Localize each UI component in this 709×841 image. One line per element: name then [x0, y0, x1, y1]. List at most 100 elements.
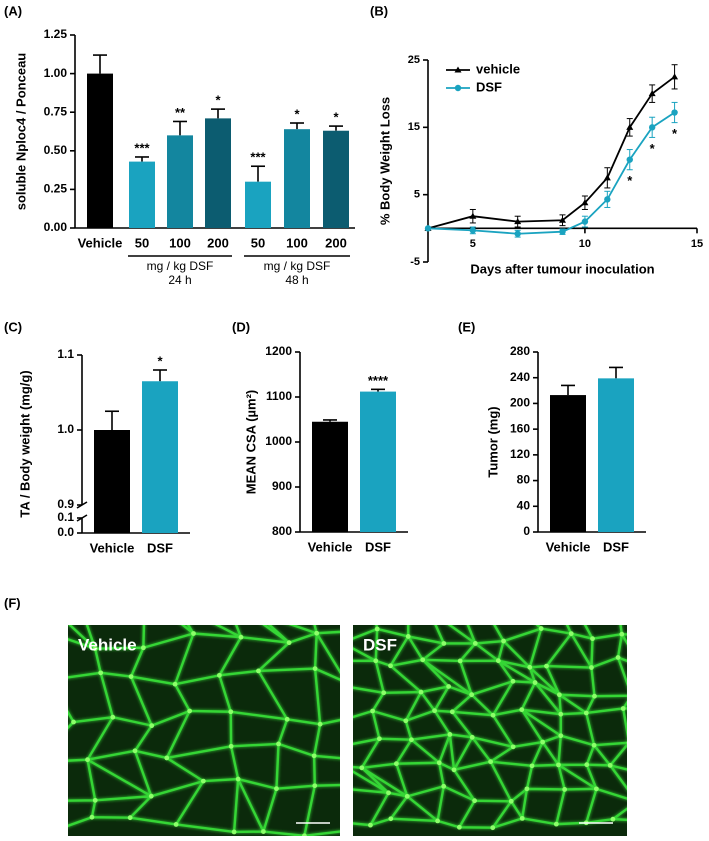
y-tick-label: 900 — [272, 479, 292, 493]
micrograph-background — [68, 625, 340, 836]
nucleus — [216, 672, 222, 678]
nucleus — [370, 601, 375, 606]
nucleus — [359, 765, 365, 771]
nucleus — [456, 824, 462, 830]
y-tick-label: 160 — [510, 421, 530, 435]
nucleus — [639, 664, 644, 669]
nucleus — [314, 630, 320, 636]
nucleus — [662, 793, 667, 798]
nucleus — [583, 710, 589, 716]
nucleus — [404, 793, 410, 799]
y-tick-label: 120 — [510, 447, 530, 461]
nucleus — [488, 759, 494, 765]
marker — [424, 225, 432, 232]
nucleus — [223, 595, 228, 600]
nucleus — [538, 626, 544, 631]
nucleus — [56, 634, 61, 639]
x-tick-label: 50 — [251, 235, 265, 250]
nucleus — [642, 771, 647, 776]
nucleus — [127, 815, 133, 821]
nucleus — [89, 814, 95, 820]
nucleus — [529, 763, 535, 769]
x-tick-label: 100 — [169, 235, 191, 250]
nucleus — [651, 680, 656, 685]
nucleus — [200, 778, 206, 784]
nucleus — [312, 783, 318, 789]
nucleus — [256, 668, 261, 674]
nucleus — [490, 825, 496, 831]
nucleus — [519, 815, 525, 821]
nucleus — [620, 706, 626, 711]
x-axis-title: Days after tumour inoculation — [470, 261, 654, 276]
nucleus — [553, 821, 559, 827]
group-sublabel: 48 h — [285, 273, 308, 287]
nucleus — [634, 799, 639, 804]
y-tick-label: 0.00 — [44, 220, 68, 234]
legend-label: vehicle — [476, 61, 520, 76]
nucleus — [589, 665, 594, 670]
x-tick-label: DSF — [365, 539, 391, 554]
panel-label: (B) — [370, 3, 388, 18]
nucleus — [238, 634, 244, 640]
nucleus — [388, 663, 393, 669]
nucleus — [368, 822, 373, 828]
x-tick-label: Vehicle — [546, 539, 591, 554]
nucleus — [629, 693, 634, 698]
nucleus — [140, 645, 146, 651]
marker — [604, 196, 611, 203]
nucleus — [340, 640, 345, 645]
nucleus — [435, 818, 441, 824]
nucleus — [47, 678, 52, 683]
nucleus — [191, 631, 196, 636]
nucleus — [607, 762, 613, 768]
line — [427, 76, 676, 230]
nucleus — [405, 634, 411, 639]
panel-label: (C) — [4, 319, 22, 334]
x-tick-label: 5 — [470, 238, 476, 250]
nucleus — [132, 748, 138, 754]
nucleus — [341, 786, 346, 791]
nucleus — [228, 709, 234, 715]
nucleus — [284, 716, 290, 722]
significance: * — [333, 110, 339, 125]
nucleus — [274, 786, 279, 792]
nucleus — [92, 646, 98, 652]
nucleus — [228, 743, 234, 749]
nucleus — [173, 822, 179, 827]
y-axis-title: soluble Nploc4 / Ponceau — [13, 53, 28, 211]
significance: * — [294, 106, 300, 121]
bar — [87, 73, 113, 228]
y-tick-label: 0.9 — [57, 497, 74, 511]
y-tick-label: 0 — [523, 524, 530, 538]
nucleus — [441, 783, 447, 789]
y-tick-label: 1000 — [265, 434, 292, 448]
nucleus — [317, 721, 323, 727]
significance: **** — [368, 373, 389, 388]
marker — [603, 174, 611, 181]
bar — [94, 430, 130, 533]
x-tick-label: Vehicle — [90, 540, 135, 555]
bar — [129, 161, 155, 228]
nucleus — [556, 603, 561, 608]
y-axis-title: Tumor (mg) — [485, 406, 500, 477]
nucleus — [591, 742, 597, 748]
nucleus — [312, 666, 318, 671]
nucleus — [446, 684, 452, 689]
nucleus — [469, 734, 475, 740]
nucleus — [447, 732, 453, 737]
x-tick-label: DSF — [603, 539, 629, 554]
nucleus — [510, 744, 516, 750]
nucleus — [342, 743, 347, 748]
y-tick-label: 200 — [510, 396, 530, 410]
panel-label: (E) — [458, 319, 475, 334]
marker — [648, 124, 656, 131]
nucleus — [403, 718, 409, 724]
marker — [626, 123, 634, 130]
significance: *** — [134, 140, 150, 155]
nucleus — [386, 790, 391, 796]
nucleus — [33, 835, 38, 840]
bar — [284, 129, 310, 228]
nucleus — [540, 739, 546, 745]
x-tick-label: Vehicle — [78, 235, 123, 250]
